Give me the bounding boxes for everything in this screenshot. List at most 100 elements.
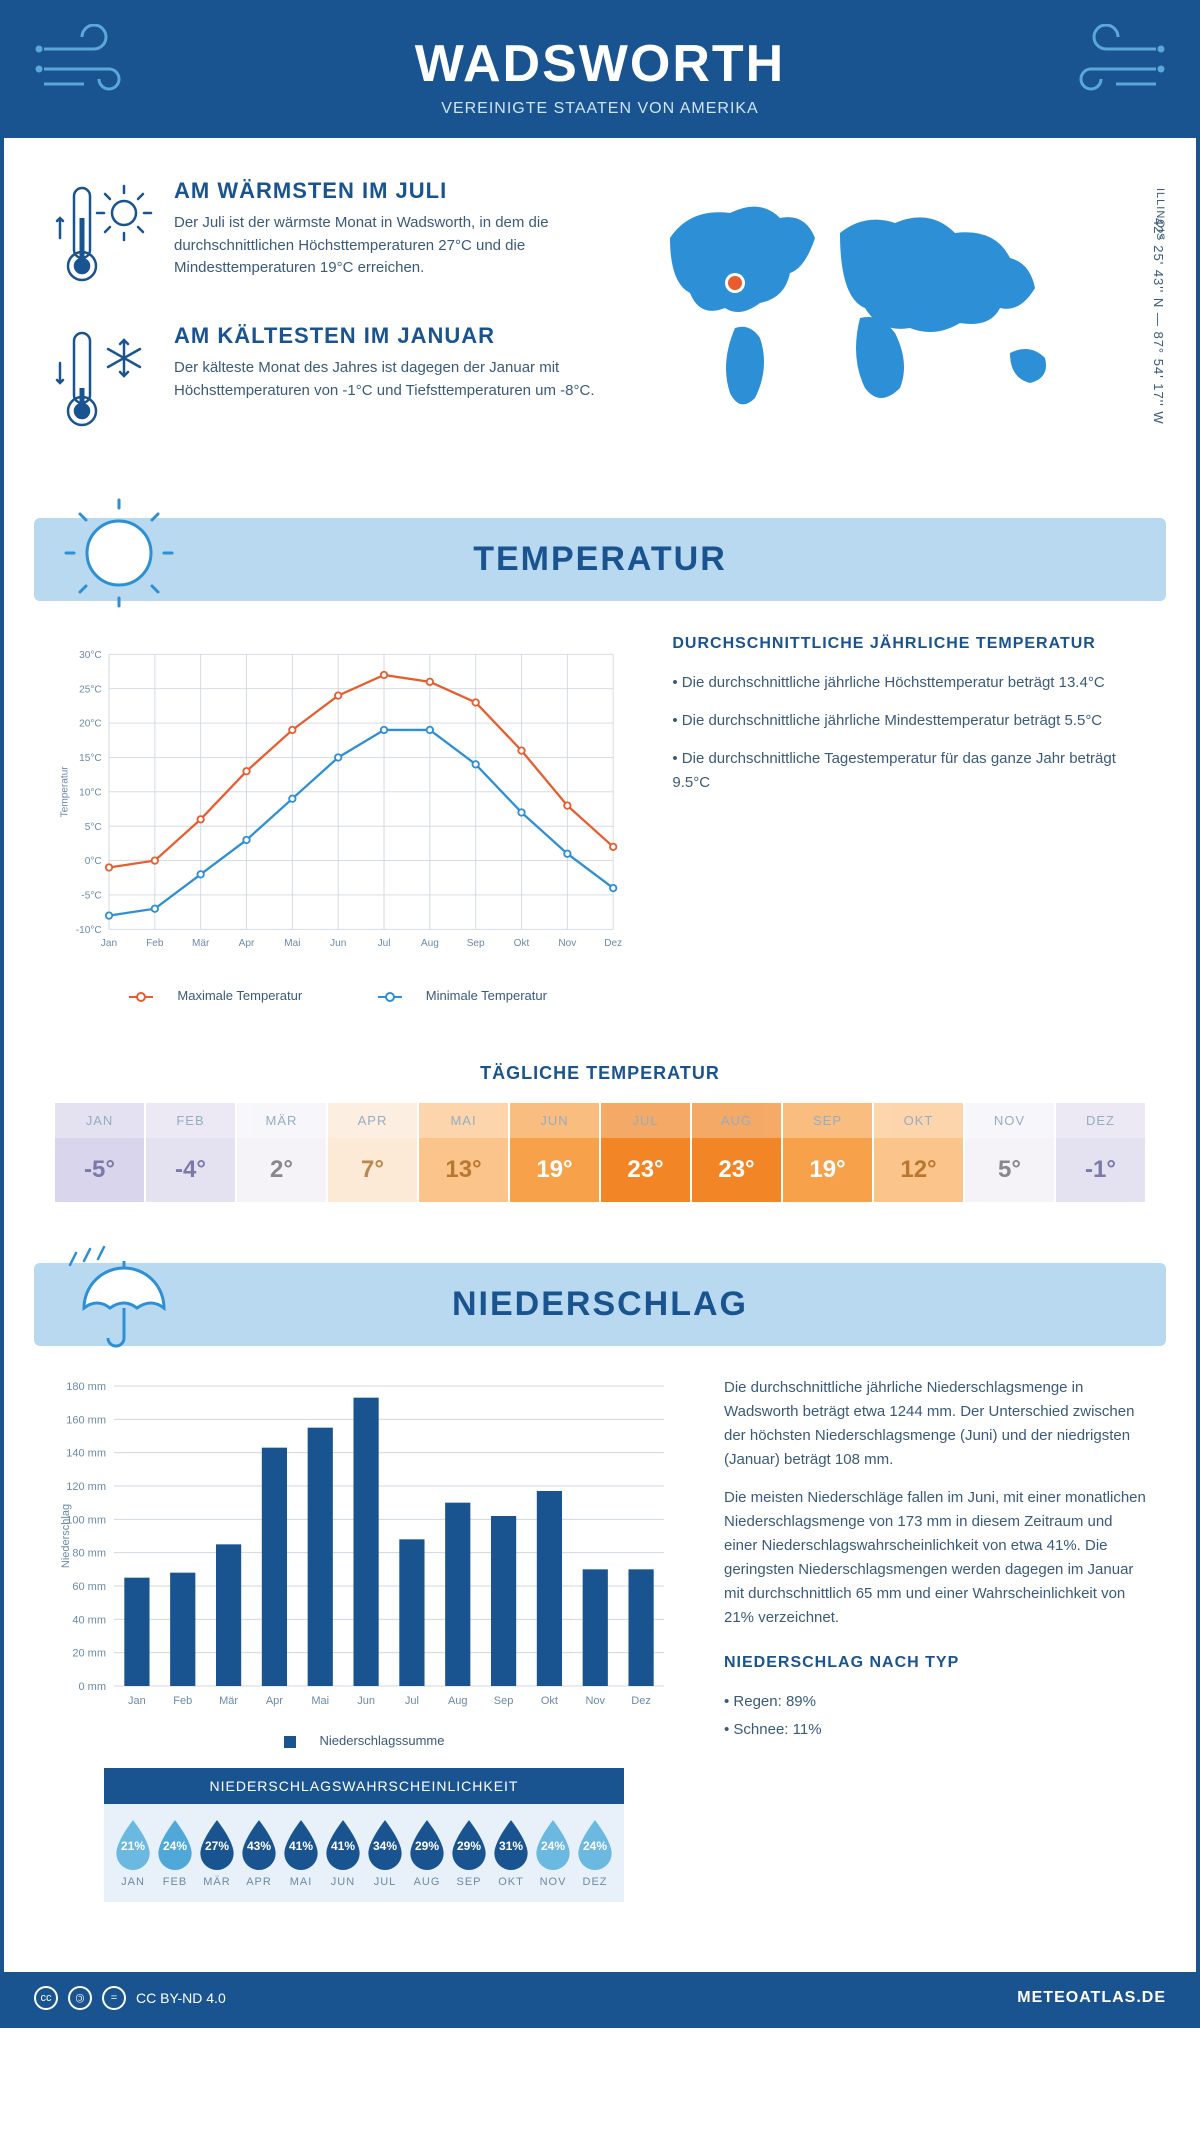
svg-text:Dez: Dez [604, 938, 622, 949]
svg-text:Aug: Aug [421, 938, 439, 949]
temp-fact: • Die durchschnittliche jährliche Mindes… [672, 709, 1146, 733]
drop-cell: 24%FEB [154, 1818, 196, 1888]
daily-cell: MAI13° [418, 1102, 509, 1203]
precip-type: • Regen: 89% [724, 1690, 1146, 1714]
svg-text:Jan: Jan [101, 938, 117, 949]
precip-type: • Schnee: 11% [724, 1718, 1146, 1742]
coldest-title: AM KÄLTESTEN IM JANUAR [174, 323, 610, 349]
svg-text:15°C: 15°C [79, 753, 102, 764]
footer: cc 🄯 = CC BY-ND 4.0 METEOATLAS.DE [4, 1972, 1196, 2024]
summary-section: AM WÄRMSTEN IM JULI Der Juli ist der wär… [4, 138, 1196, 498]
svg-text:Niederschlag: Niederschlag [60, 1504, 72, 1568]
daily-cell: NOV5° [964, 1102, 1055, 1203]
svg-text:160 mm: 160 mm [66, 1414, 106, 1426]
prob-title: NIEDERSCHLAGSWAHRSCHEINLICHKEIT [104, 1768, 624, 1804]
daily-cell: DEZ-1° [1055, 1102, 1146, 1203]
svg-text:Jun: Jun [357, 1695, 375, 1707]
svg-text:Apr: Apr [266, 1695, 283, 1707]
svg-text:20 mm: 20 mm [72, 1648, 106, 1660]
svg-text:120 mm: 120 mm [66, 1481, 106, 1493]
drop-cell: 24%NOV [532, 1818, 574, 1888]
drop-cell: 43%APR [238, 1818, 280, 1888]
page-title: WADSWORTH [24, 34, 1176, 94]
daily-cell: JUN19° [509, 1102, 600, 1203]
warmest-block: AM WÄRMSTEN IM JULI Der Juli ist der wär… [54, 178, 610, 293]
drop-cell: 41%JUN [322, 1818, 364, 1888]
svg-text:Jul: Jul [405, 1695, 419, 1707]
svg-text:Mär: Mär [219, 1695, 238, 1707]
precip-text: Die durchschnittliche jährliche Niedersc… [724, 1376, 1146, 1472]
temperature-legend: #sw-max::after{border-color:#e85d2e}Maxi… [54, 988, 622, 1003]
nd-icon: = [102, 1986, 126, 2010]
svg-text:Mai: Mai [311, 1695, 329, 1707]
warmest-text: Der Juli ist der wärmste Monat in Wadswo… [174, 212, 610, 280]
thermometer-sun-icon [54, 178, 154, 288]
precipitation-banner: NIEDERSCHLAG [34, 1263, 1166, 1346]
svg-text:Jun: Jun [330, 938, 346, 949]
drop-cell: 21%JAN [112, 1818, 154, 1888]
daily-cell: MÄR2° [236, 1102, 327, 1203]
svg-text:Feb: Feb [173, 1695, 192, 1707]
temperature-banner: TEMPERATUR [34, 518, 1166, 601]
svg-text:Jul: Jul [378, 938, 391, 949]
drop-cell: 34%JUL [364, 1818, 406, 1888]
cc-icon: cc [34, 1986, 58, 2010]
page-subtitle: VEREINIGTE STAATEN VON AMERIKA [24, 100, 1176, 118]
daily-cell: OKT12° [873, 1102, 964, 1203]
svg-text:20°C: 20°C [79, 719, 102, 730]
drop-cell: 27%MÄR [196, 1818, 238, 1888]
wind-icon [1056, 24, 1166, 104]
temp-fact: • Die durchschnittliche jährliche Höchst… [672, 671, 1146, 695]
svg-text:100 mm: 100 mm [66, 1514, 106, 1526]
by-icon: 🄯 [68, 1986, 92, 2010]
coldest-block: AM KÄLTESTEN IM JANUAR Der kälteste Mona… [54, 323, 610, 438]
svg-text:-10°C: -10°C [76, 925, 102, 936]
precipitation-content: 0 mm20 mm40 mm60 mm80 mm100 mm120 mm140 … [4, 1376, 1196, 1932]
drop-cell: 29%SEP [448, 1818, 490, 1888]
header: WADSWORTH VEREINIGTE STAATEN VON AMERIKA [4, 4, 1196, 138]
drop-cell: 24%DEZ [574, 1818, 616, 1888]
umbrella-icon [64, 1243, 174, 1353]
svg-text:Nov: Nov [585, 1695, 605, 1707]
svg-text:80 mm: 80 mm [72, 1548, 106, 1560]
daily-temp-row: JAN-5°FEB-4°MÄR2°APR7°MAI13°JUN19°JUL23°… [4, 1102, 1196, 1243]
daily-cell: APR7° [327, 1102, 418, 1203]
license-label: CC BY-ND 4.0 [136, 1990, 226, 2006]
world-map-icon [640, 178, 1080, 428]
svg-text:5°C: 5°C [85, 822, 102, 833]
svg-text:180 mm: 180 mm [66, 1381, 106, 1393]
temperature-chart: -10°C-5°C0°C5°C10°C15°C20°C25°C30°CJanFe… [54, 631, 622, 971]
svg-text:Apr: Apr [239, 938, 255, 949]
daily-cell: JAN-5° [54, 1102, 145, 1203]
svg-text:Temperatur: Temperatur [60, 766, 71, 818]
svg-text:0°C: 0°C [85, 856, 102, 867]
svg-text:140 mm: 140 mm [66, 1448, 106, 1460]
svg-text:-5°C: -5°C [81, 891, 101, 902]
daily-temp-title: TÄGLICHE TEMPERATUR [4, 1063, 1196, 1084]
daily-cell: AUG23° [691, 1102, 782, 1203]
daily-cell: JUL23° [600, 1102, 691, 1203]
drop-cell: 29%AUG [406, 1818, 448, 1888]
svg-text:Okt: Okt [541, 1695, 558, 1707]
svg-text:Nov: Nov [558, 938, 576, 949]
svg-text:Jan: Jan [128, 1695, 146, 1707]
daily-cell: SEP19° [782, 1102, 873, 1203]
svg-text:Mär: Mär [192, 938, 210, 949]
precipitation-legend: Niederschlagssumme [54, 1733, 674, 1748]
svg-text:Dez: Dez [631, 1695, 651, 1707]
drop-cell: 41%MAI [280, 1818, 322, 1888]
svg-text:30°C: 30°C [79, 650, 102, 661]
svg-text:Sep: Sep [494, 1695, 514, 1707]
daily-cell: FEB-4° [145, 1102, 236, 1203]
svg-text:10°C: 10°C [79, 787, 102, 798]
precip-type-title: NIEDERSCHLAG NACH TYP [724, 1650, 1146, 1676]
thermometer-snow-icon [54, 323, 154, 433]
svg-text:Mai: Mai [284, 938, 300, 949]
site-label: METEOATLAS.DE [1017, 1989, 1166, 2007]
svg-text:Okt: Okt [514, 938, 530, 949]
warmest-title: AM WÄRMSTEN IM JULI [174, 178, 610, 204]
precip-text: Die meisten Niederschläge fallen im Juni… [724, 1486, 1146, 1630]
wind-icon [34, 24, 144, 104]
drop-cell: 31%OKT [490, 1818, 532, 1888]
svg-text:25°C: 25°C [79, 684, 102, 695]
